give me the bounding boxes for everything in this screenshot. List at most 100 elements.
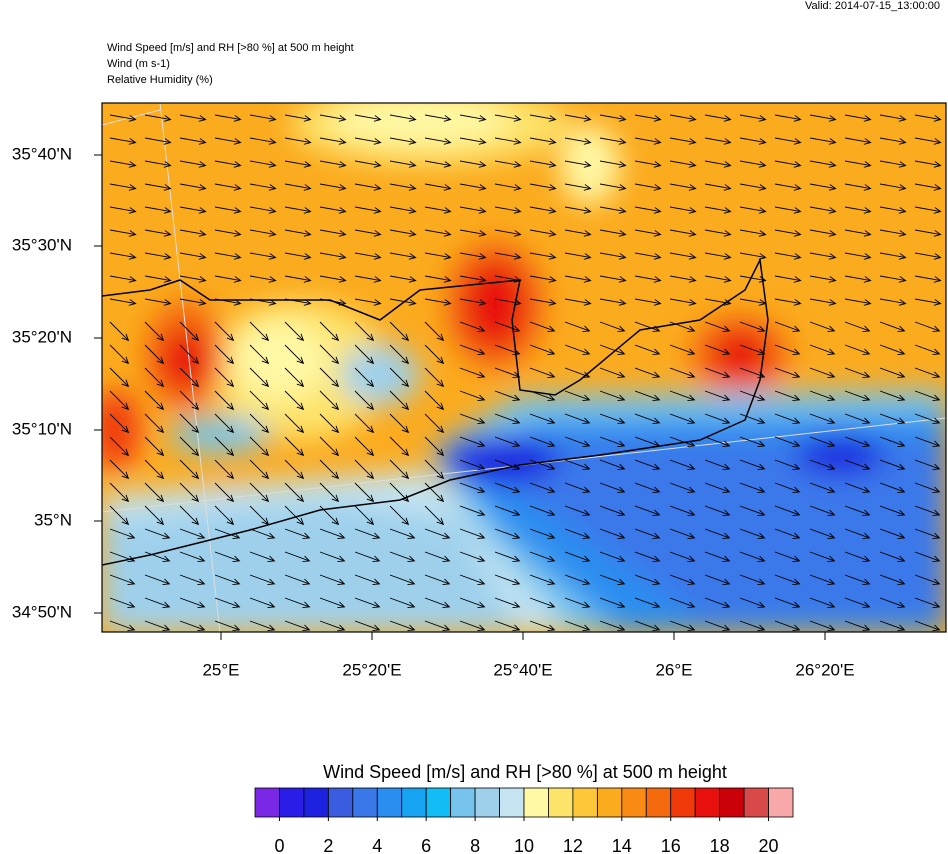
wind-arrow — [599, 459, 626, 470]
wind-arrow — [179, 137, 207, 145]
wind-arrow — [214, 137, 242, 145]
wind-arrow — [354, 275, 382, 283]
wind-arrow — [774, 321, 801, 332]
wind-arrow — [564, 597, 591, 608]
wind-arrow — [179, 229, 207, 237]
wind-arrow — [144, 298, 172, 306]
wind-arrow — [389, 528, 416, 539]
wind-arrow — [144, 459, 165, 480]
colorbar-box — [254, 787, 280, 818]
wind-arrow — [564, 436, 591, 447]
wind-arrow — [494, 114, 522, 122]
wind-arrow — [249, 551, 276, 562]
wind-arrow — [914, 505, 941, 516]
lon-label: 26°E — [655, 660, 692, 679]
wind-arrow — [389, 436, 410, 457]
wind-arrow — [459, 298, 487, 306]
wind-arrow — [179, 275, 207, 283]
wind-arrow — [599, 574, 626, 585]
wind-arrow — [144, 597, 171, 608]
colorbar-box — [303, 787, 329, 818]
wind-arrow — [284, 275, 312, 283]
wind-arrow — [109, 390, 130, 411]
wind-arrow — [599, 505, 626, 516]
wind-arrow — [214, 390, 235, 411]
wind-arrow — [389, 160, 417, 168]
wind-arrow — [704, 390, 731, 401]
wind-arrow — [669, 183, 697, 191]
wind-arrow — [319, 344, 340, 365]
wind-arrow — [179, 160, 207, 168]
wind-arrow — [284, 436, 305, 457]
wind-arrow — [354, 367, 375, 388]
wind-arrow — [249, 390, 270, 411]
wind-arrow — [529, 597, 556, 608]
wind-arrow — [389, 229, 417, 237]
wind-arrow — [914, 459, 941, 470]
wind-arrow — [809, 275, 837, 283]
wind-arrow — [564, 137, 592, 145]
colorbar-box — [327, 787, 354, 818]
wind-arrow — [809, 229, 837, 237]
wind-arrow — [249, 528, 276, 539]
wind-arrow — [319, 528, 346, 539]
wind-arrow — [529, 620, 556, 631]
wind-arrow — [319, 413, 340, 434]
wind-arrow — [179, 252, 207, 260]
wind-arrow — [844, 436, 871, 447]
wind-arrow — [634, 114, 662, 122]
wind-arrow — [809, 206, 837, 214]
wind-arrow — [424, 137, 452, 145]
wind-arrow — [704, 551, 731, 562]
wind-arrow — [354, 597, 381, 608]
wind-arrow — [284, 505, 305, 526]
wind-arrow — [669, 275, 697, 283]
wind-arrow — [144, 344, 165, 365]
map-axes: 35°40'N 35°30'N 35°20'N 35°10'N 35°N 34°50'N 2… — [12, 144, 855, 679]
wind-arrow — [109, 505, 130, 526]
wind-arrow — [284, 344, 305, 365]
wind-arrow — [809, 482, 836, 493]
wind-arrow — [529, 367, 556, 378]
wind-arrow — [879, 551, 906, 562]
wind-arrow — [879, 390, 906, 401]
wind-arrow — [424, 597, 451, 608]
wind-arrow — [704, 505, 731, 516]
wind-arrow — [844, 137, 872, 145]
wind-arrow — [109, 551, 136, 562]
wind-arrow — [879, 114, 907, 122]
wind-arrow — [669, 367, 696, 378]
wind-arrow — [879, 367, 906, 378]
wind-arrow — [704, 206, 732, 214]
wind-arrow — [634, 436, 661, 447]
wind-arrow — [809, 551, 836, 562]
wind-arrow — [669, 574, 696, 585]
wind-arrow — [564, 505, 591, 516]
wind-arrow — [249, 298, 277, 306]
wind-arrow — [284, 298, 312, 306]
wind-arrow — [214, 413, 235, 434]
colorbar-tick-label: 10 — [514, 836, 534, 854]
wind-arrow — [249, 114, 277, 122]
colorbar-tick-label: 8 — [470, 836, 480, 854]
wind-arrow — [879, 137, 907, 145]
wind-arrow — [634, 183, 662, 191]
wind-arrow — [844, 574, 871, 585]
wind-arrow — [529, 413, 556, 424]
wind-arrow — [809, 620, 836, 631]
colorbar-tick-label: 2 — [323, 836, 333, 854]
wind-arrow — [634, 206, 662, 214]
wind-arrow — [599, 160, 627, 168]
wind-arrow — [319, 482, 340, 503]
wind-arrow — [774, 275, 802, 283]
wind-arrow — [879, 252, 907, 260]
wind-arrow — [389, 275, 417, 283]
colorbar-box — [523, 787, 549, 818]
wind-arrow — [914, 298, 942, 306]
wind-arrow — [564, 344, 591, 355]
wind-arrow — [354, 390, 375, 411]
wind-arrow — [459, 275, 487, 283]
wind-arrow — [214, 275, 242, 283]
colorbar-box — [743, 787, 769, 818]
wind-arrow — [704, 459, 731, 470]
